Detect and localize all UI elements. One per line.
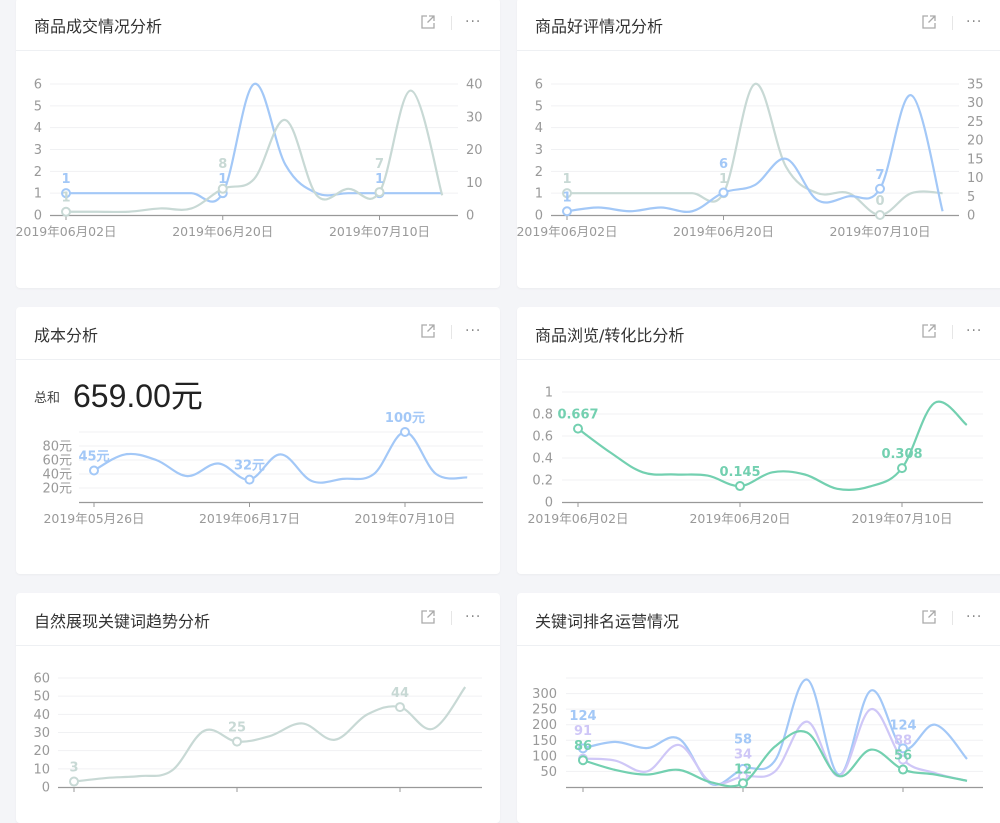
sum-label: 总和 <box>34 391 61 406</box>
more-dots-icon[interactable]: ··· <box>465 323 482 339</box>
card-header: 自然展现关键词趋势分析 ··· <box>16 593 500 646</box>
card-keyword-ranking: 关键词排名运营情况 ··· <box>517 593 1000 823</box>
card-title: 商品好评情况分析 <box>535 17 664 36</box>
card-browse-conversion: 商品浏览/转化比分析 ··· <box>517 307 1000 574</box>
card-title: 自然展现关键词趋势分析 <box>34 612 211 631</box>
more-dots-icon[interactable]: ··· <box>966 323 983 339</box>
header-divider <box>451 325 452 339</box>
header-divider <box>952 611 953 625</box>
external-link-icon[interactable] <box>921 323 937 339</box>
header-divider <box>952 16 953 30</box>
card-title: 商品浏览/转化比分析 <box>535 326 685 345</box>
card-title: 商品成交情况分析 <box>34 17 163 36</box>
card-header: 商品成交情况分析 ··· <box>16 0 500 51</box>
header-divider <box>451 611 452 625</box>
card-keyword-trend: 自然展现关键词趋势分析 ··· <box>16 593 500 823</box>
card-review-analysis: 商品好评情况分析 ··· <box>517 0 1000 288</box>
card-title: 成本分析 <box>34 326 99 345</box>
more-dots-icon[interactable]: ··· <box>966 609 983 625</box>
card-deal-analysis: 商品成交情况分析 ··· <box>16 0 500 288</box>
external-link-icon[interactable] <box>420 14 436 30</box>
card-title: 关键词排名运营情况 <box>535 612 680 631</box>
card-header: 成本分析 ··· <box>16 307 500 360</box>
external-link-icon[interactable] <box>420 323 436 339</box>
header-divider <box>952 325 953 339</box>
more-dots-icon[interactable]: ··· <box>465 609 482 625</box>
card-header: 商品好评情况分析 ··· <box>517 0 1000 51</box>
card-header: 关键词排名运营情况 ··· <box>517 593 1000 646</box>
sum-value: 659.00元 <box>73 378 203 414</box>
external-link-icon[interactable] <box>921 14 937 30</box>
more-dots-icon[interactable]: ··· <box>966 14 983 30</box>
external-link-icon[interactable] <box>420 609 436 625</box>
header-divider <box>451 16 452 30</box>
card-header: 商品浏览/转化比分析 ··· <box>517 307 1000 360</box>
external-link-icon[interactable] <box>921 609 937 625</box>
card-cost-analysis: 成本分析 ··· 总和 659.00元 <box>16 307 500 574</box>
more-dots-icon[interactable]: ··· <box>465 14 482 30</box>
